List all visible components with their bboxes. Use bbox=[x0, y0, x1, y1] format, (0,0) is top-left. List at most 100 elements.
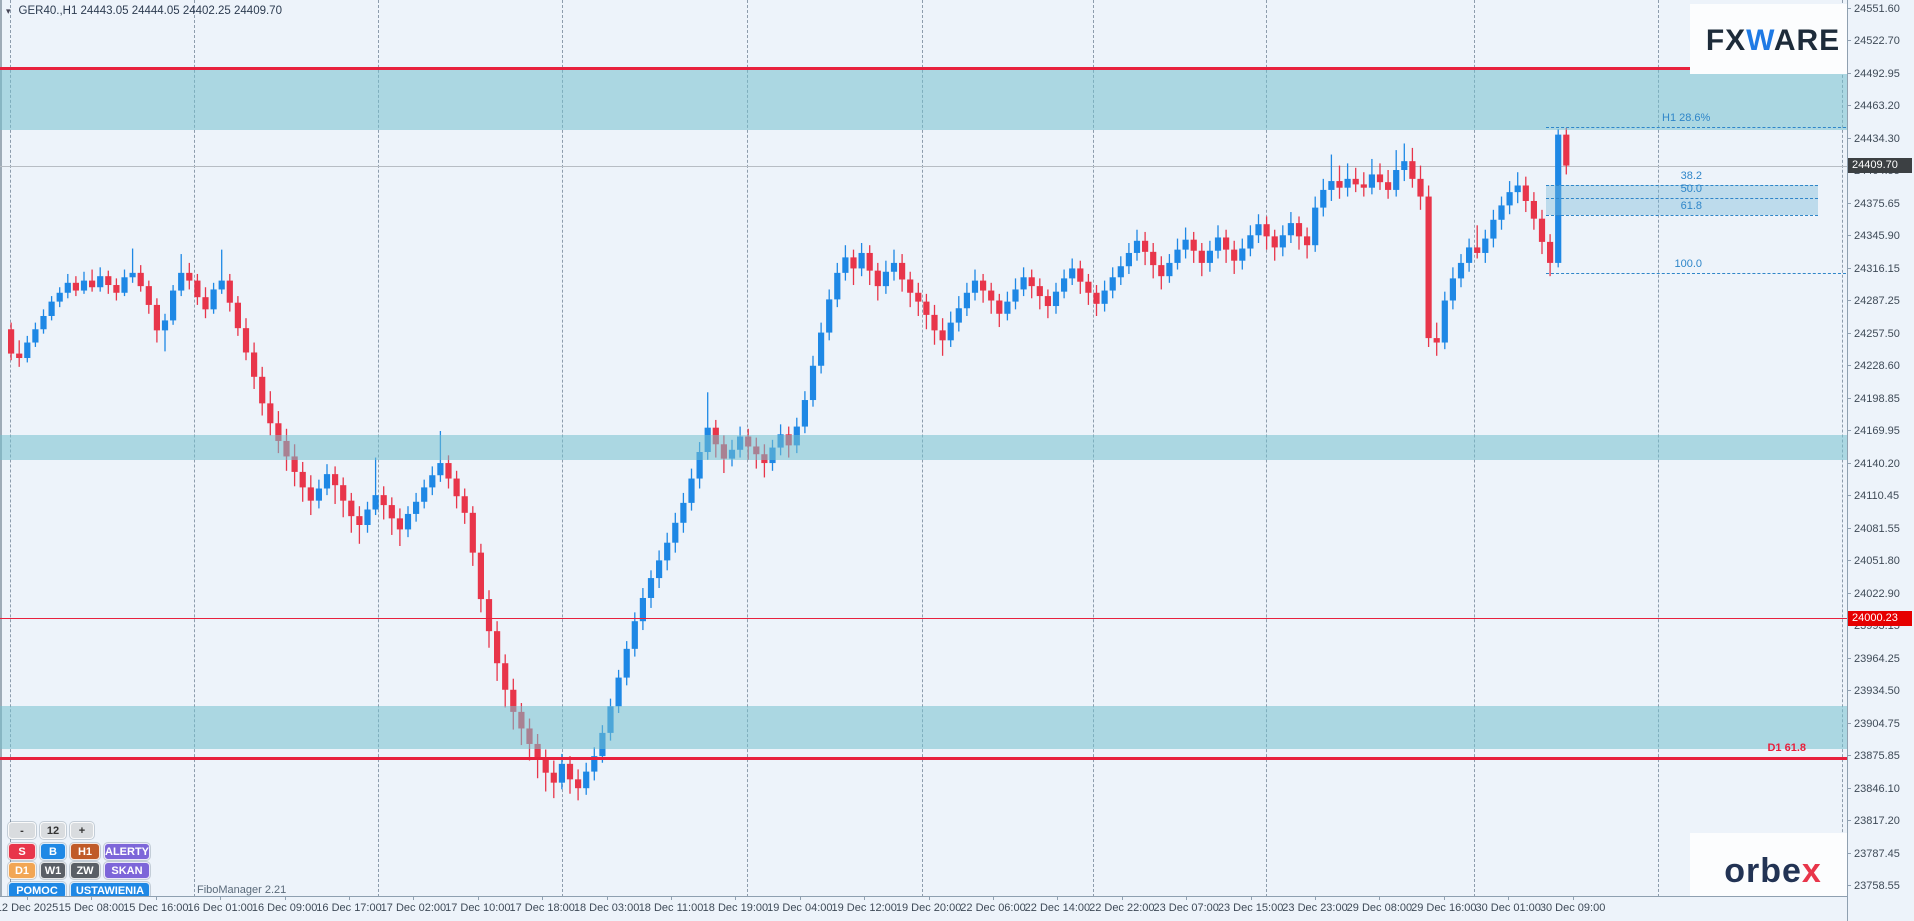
candle-body bbox=[1514, 185, 1521, 193]
supply-demand-zone[interactable] bbox=[0, 706, 1848, 750]
chart-canvas[interactable]: D1 61.8 H1 28.6% 38.2 50.0 61.8 100.0 FXWARE… bbox=[0, 0, 1848, 897]
candle-body bbox=[1425, 196, 1432, 339]
candle-body bbox=[931, 314, 938, 331]
time-tick-label: 18 Dec 11:00 bbox=[638, 902, 704, 914]
toolbar-button-[interactable]: + bbox=[70, 822, 94, 839]
time-tick-label: 30 Dec 01:00 bbox=[1475, 902, 1541, 914]
alert-price-line[interactable] bbox=[0, 66, 1848, 70]
candle-body bbox=[105, 276, 112, 286]
toolbar-button-b[interactable]: B bbox=[40, 843, 66, 860]
supply-demand-zone[interactable] bbox=[0, 435, 1848, 460]
fib-level-line[interactable] bbox=[1546, 185, 1818, 187]
candle-body bbox=[1279, 235, 1286, 248]
red-line-label: D1 61.8 bbox=[1767, 742, 1806, 755]
time-tick-mark bbox=[349, 896, 350, 900]
candle-body bbox=[1287, 223, 1294, 236]
fib-level-label: 100.0 bbox=[1674, 257, 1702, 270]
toolbar-button-s[interactable]: S bbox=[8, 843, 36, 860]
candle-body bbox=[72, 282, 79, 291]
time-tick-label: 22 Dec 22:00 bbox=[1089, 902, 1155, 914]
candle-body bbox=[542, 759, 549, 773]
time-axis[interactable]: 12 Dec 2025 15 Dec 08:00 15 Dec 16:00 16 De… bbox=[0, 896, 1848, 921]
toolbar-button-ustawienia[interactable]: USTAWIENIA bbox=[70, 882, 150, 897]
candle-body bbox=[809, 365, 817, 401]
candle-body bbox=[1101, 290, 1108, 304]
price-tick-label: 23934.50 bbox=[1847, 685, 1900, 698]
toolbar-button-d1[interactable]: D1 bbox=[8, 862, 36, 879]
time-tick-mark bbox=[606, 896, 608, 900]
price-tick-label: 23817.20 bbox=[1847, 815, 1900, 828]
candle-body bbox=[631, 621, 638, 649]
time-tick-label: 19 Dec 12:00 bbox=[831, 902, 897, 914]
price-axis[interactable]: 24551.60 24522.70 24492.95 24463.20 24434.30… bbox=[1846, 0, 1914, 921]
time-tick-label: 17 Dec 02:00 bbox=[380, 902, 447, 914]
candle-body bbox=[80, 280, 88, 291]
price-tick-label: 24051.80 bbox=[1847, 555, 1900, 568]
candle-body bbox=[1328, 181, 1335, 190]
symbol-dropdown-icon[interactable]: ▾ bbox=[6, 5, 11, 16]
time-tick-label: 16 Dec 17:00 bbox=[316, 902, 382, 914]
time-tick-label: 22 Dec 14:00 bbox=[1024, 902, 1091, 914]
bottom-logo-plate bbox=[1690, 833, 1848, 897]
candle-body bbox=[1409, 161, 1416, 179]
price-tick-label: 24375.65 bbox=[1847, 197, 1900, 210]
fib-level-line[interactable] bbox=[1546, 215, 1818, 217]
fib-level-line[interactable] bbox=[1546, 197, 1818, 199]
supply-demand-zone[interactable] bbox=[0, 70, 1848, 131]
candle-body bbox=[1182, 239, 1189, 250]
candle-body bbox=[113, 285, 120, 293]
time-tick-mark bbox=[220, 896, 222, 900]
candle-body bbox=[1360, 184, 1367, 188]
fib-level-line[interactable] bbox=[1546, 272, 1846, 274]
candle-body bbox=[826, 299, 833, 333]
candle-body bbox=[850, 257, 857, 269]
fxware-logo: FXWARE bbox=[1700, 24, 1846, 58]
candle-body bbox=[404, 513, 412, 530]
alert-price-line[interactable] bbox=[0, 756, 1848, 760]
fib-level-label: 50.0 bbox=[1680, 182, 1702, 195]
toolbar-button-pomoc[interactable]: POMOC bbox=[8, 882, 66, 897]
candle-body bbox=[1206, 250, 1213, 263]
candle-body bbox=[307, 487, 314, 501]
time-tick-mark bbox=[671, 896, 672, 900]
candle-body bbox=[291, 456, 298, 472]
candle-body bbox=[461, 496, 468, 513]
price-tick-label: 24522.70 bbox=[1847, 35, 1900, 48]
candle-body bbox=[1304, 236, 1311, 246]
toolbar-button-[interactable]: - bbox=[8, 822, 36, 839]
candle-body bbox=[834, 272, 841, 300]
toolbar-button-w1[interactable]: W1 bbox=[40, 862, 66, 879]
time-tick-label: 18 Dec 03:00 bbox=[573, 902, 640, 914]
candle-body bbox=[137, 272, 144, 287]
candle-body bbox=[1036, 286, 1043, 297]
candle-body bbox=[672, 522, 679, 543]
candle-body bbox=[97, 276, 104, 288]
candle-body bbox=[1028, 277, 1035, 287]
price-tick-label: 24316.15 bbox=[1847, 262, 1900, 275]
candle-body bbox=[178, 272, 185, 291]
toolbar-button-alerty[interactable]: ALERTY bbox=[104, 843, 150, 860]
candle-body bbox=[32, 329, 39, 343]
candle-body bbox=[1069, 268, 1076, 279]
toolbar-button-zw[interactable]: ZW bbox=[70, 862, 100, 879]
toolbar-button-h1[interactable]: H1 bbox=[70, 843, 100, 860]
candle-body bbox=[988, 290, 995, 301]
candle-body bbox=[340, 485, 347, 501]
toolbar-button-skan[interactable]: SKAN bbox=[104, 862, 150, 879]
candle-body bbox=[1117, 266, 1124, 278]
time-tick-mark bbox=[993, 896, 994, 900]
time-tick-mark bbox=[1443, 896, 1445, 900]
time-tick-mark bbox=[542, 896, 544, 900]
time-tick-label: 19 Dec 04:00 bbox=[767, 902, 833, 914]
candle-body bbox=[469, 512, 476, 553]
candle-body bbox=[534, 743, 541, 760]
fxware-logo-w-glyph: W bbox=[1746, 24, 1774, 57]
candle-body bbox=[1312, 207, 1319, 246]
time-tick-label: 29 Dec 08:00 bbox=[1346, 902, 1413, 914]
alert-price-line[interactable] bbox=[0, 618, 1848, 620]
price-tick-label: 23875.85 bbox=[1847, 750, 1900, 763]
fib-level-line[interactable] bbox=[1546, 126, 1846, 128]
candle-body bbox=[696, 452, 703, 479]
candle-body bbox=[1231, 249, 1238, 261]
toolbar-button-12[interactable]: 12 bbox=[40, 822, 66, 839]
